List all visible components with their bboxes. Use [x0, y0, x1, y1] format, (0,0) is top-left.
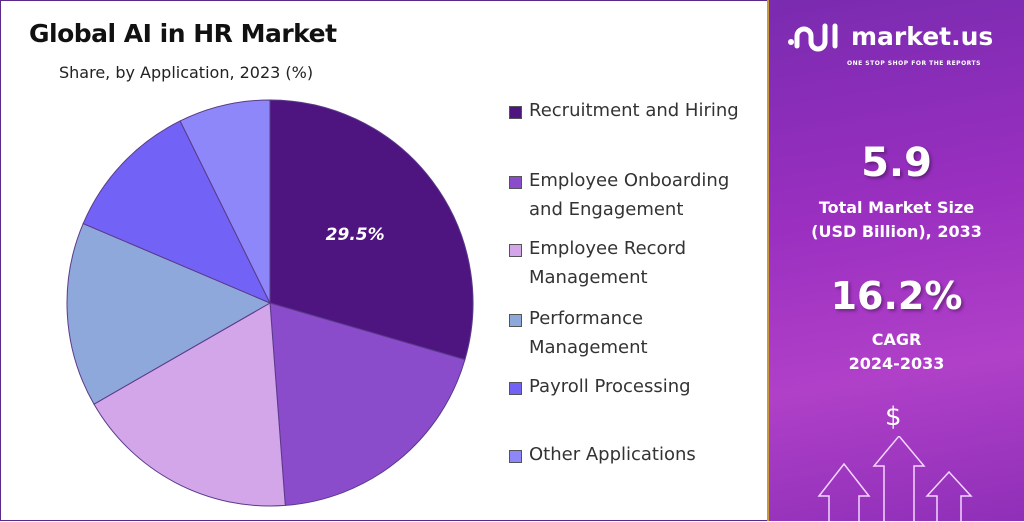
chart-subtitle: Share, by Application, 2023 (%) — [59, 63, 314, 82]
legend-swatch — [509, 450, 522, 463]
dollar-icon: $ — [885, 402, 902, 432]
legend-swatch — [509, 314, 522, 327]
market-size-value: 5.9 — [861, 140, 932, 186]
pie-slice-performance-management — [66, 222, 272, 405]
summary-panel: market.us ONE STOP SHOP FOR THE REPORTS … — [767, 0, 1024, 521]
market-size-label-1: Total Market Size — [818, 198, 975, 217]
legend-label-line: Employee Onboarding — [529, 170, 730, 191]
tagline: ONE STOP SHOP FOR THE REPORTS — [847, 60, 981, 67]
cagr-value: 16.2% — [830, 274, 963, 318]
chart-title: Global AI in HR Market — [29, 19, 337, 48]
legend-swatch — [509, 106, 522, 119]
pie-slice-recruitment-and-hiring — [269, 99, 474, 361]
legend-label-line: Management — [529, 337, 648, 358]
legend-item: Other Applications — [509, 444, 769, 469]
cagr-label-2: 2024-2033 — [848, 354, 945, 373]
growth-arrows-icon — [817, 436, 973, 521]
legend-label: Recruitment and Hiring — [529, 96, 739, 125]
legend-item: Employee Onboarding and Engagement — [509, 170, 769, 224]
legend-swatch — [509, 382, 522, 395]
legend-item: Payroll Processing — [509, 376, 769, 401]
legend-label-line: Payroll Processing — [529, 376, 691, 397]
legend-label: Other Applications — [529, 440, 696, 469]
logo: market.us — [787, 20, 993, 54]
legend-swatch — [509, 176, 522, 189]
legend-label-line: Employee Record — [529, 238, 687, 259]
market-size-label-2: (USD Billion), 2033 — [811, 222, 982, 241]
legend-label: Employee Record Management — [529, 234, 686, 292]
pie-slice-payroll-processing — [82, 120, 272, 304]
legend-item: Employee Record Management — [509, 238, 769, 292]
data-label: 29.5% — [326, 225, 385, 245]
legend-swatch — [509, 244, 522, 257]
legend-label-line: and Engagement — [529, 199, 684, 220]
legend-label: Employee Onboarding and Engagement — [529, 166, 729, 224]
chart-panel: Global AI in HR Market Share, by Applica… — [0, 0, 767, 521]
legend-item: Recruitment and Hiring — [509, 100, 769, 125]
pie-slice-employee-record-management — [93, 302, 286, 507]
market-us-logo-icon — [788, 23, 838, 52]
legend-label-line: Management — [529, 267, 648, 288]
legend-label-line: Performance — [529, 308, 644, 329]
legend-label-line: Recruitment and Hiring — [529, 100, 739, 121]
pie-slice-employee-onboarding-and-engagement — [269, 302, 466, 506]
legend-label: Payroll Processing — [529, 372, 691, 401]
pie-slice-other-applications — [179, 99, 271, 304]
brand-name: market.us — [851, 22, 994, 51]
legend-item: Performance Management — [509, 308, 769, 362]
pie-chart: 29.5% — [66, 99, 474, 507]
cagr-label-1: CAGR — [871, 330, 922, 349]
legend-label-line: Other Applications — [529, 444, 696, 465]
legend-label: Performance Management — [529, 304, 648, 362]
